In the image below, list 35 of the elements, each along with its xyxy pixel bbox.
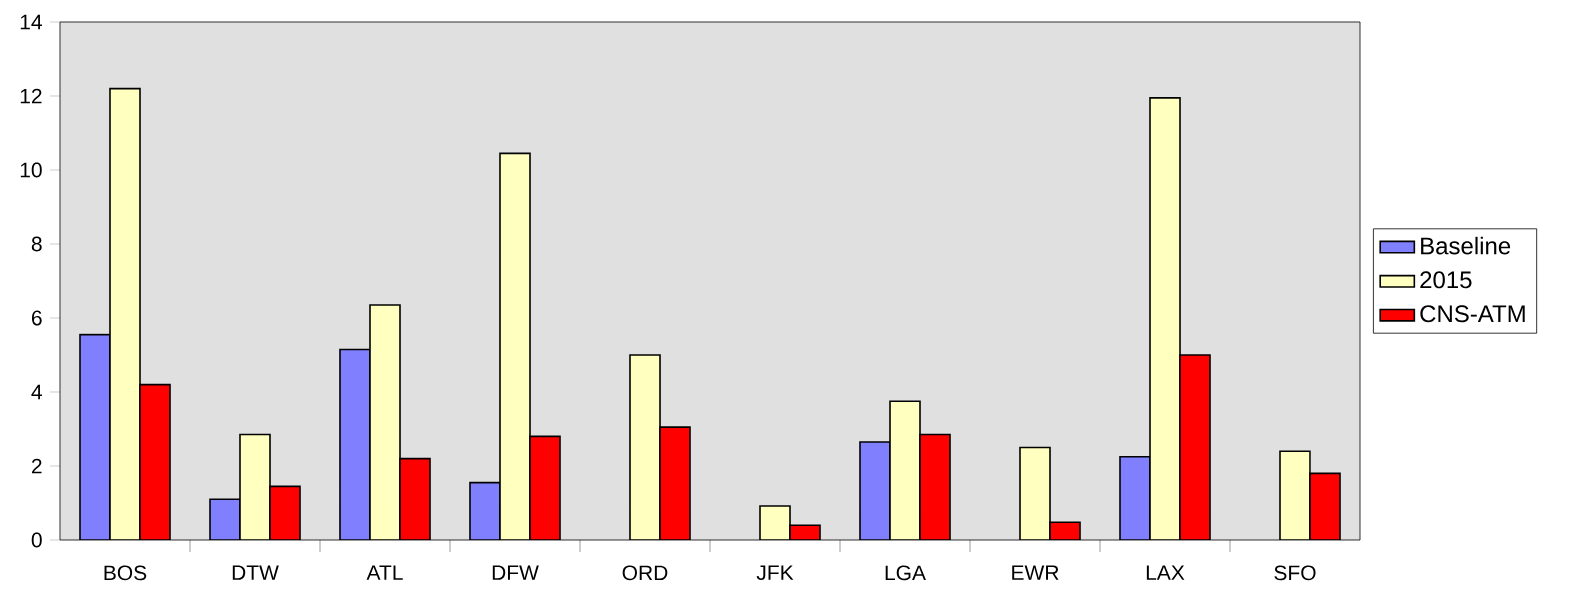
bar — [859, 441, 891, 540]
y-tick-label: 12 — [20, 88, 42, 104]
legend-label: Baseline — [1421, 236, 1511, 255]
y-tick-label: 4 — [31, 384, 42, 400]
bar — [339, 348, 371, 540]
bar — [629, 354, 661, 540]
legend-label: 2015 — [1420, 271, 1472, 289]
x-tick-label: ATL — [366, 565, 403, 580]
bar — [369, 304, 401, 540]
x-tick-label: EWR — [1012, 565, 1059, 580]
y-tick-label: 2 — [31, 458, 42, 474]
x-tick-label: DTW — [232, 565, 279, 580]
x-tick-label: LGA — [885, 565, 926, 581]
x-tick-label: BOS — [104, 565, 147, 581]
x-tick-label: JFK — [756, 565, 794, 581]
y-tick-label: 6 — [31, 310, 42, 326]
bar — [499, 152, 531, 540]
bar — [1019, 446, 1051, 540]
bar — [889, 400, 921, 540]
y-tick-label: 8 — [31, 236, 42, 252]
bar — [239, 433, 271, 540]
x-tick-label: SFO — [1274, 565, 1316, 581]
y-tick-label: 0 — [31, 532, 42, 548]
bar — [1279, 450, 1311, 540]
bar — [109, 87, 141, 540]
bar — [79, 333, 111, 540]
bar — [469, 481, 501, 540]
x-tick-label: ORD — [622, 565, 668, 581]
legend-label: CNS-ATM — [1420, 305, 1525, 323]
y-tick-label: 14 — [20, 14, 42, 30]
x-tick-label: DFW — [492, 565, 539, 580]
bar — [1149, 97, 1181, 540]
bar — [1119, 455, 1151, 540]
y-tick-label: 10 — [20, 162, 42, 178]
x-tick-label: LAX — [1146, 565, 1185, 580]
